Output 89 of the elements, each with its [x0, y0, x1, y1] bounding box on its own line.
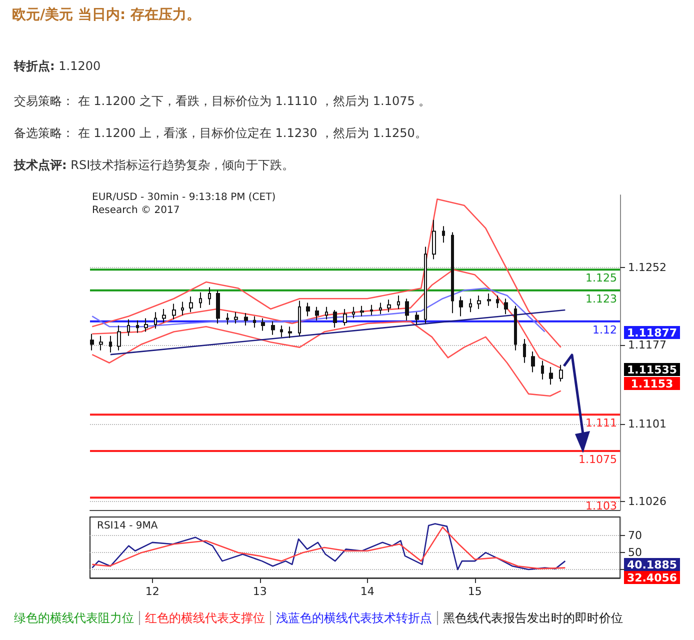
ref-line-label: 1.111 [586, 416, 617, 430]
y-tick-label: 70 [628, 529, 642, 542]
candlestick [226, 312, 229, 326]
x-tick-label: 14 [360, 585, 374, 598]
candlestick [442, 226, 445, 244]
chart-title: RSI14 - 9MA [97, 520, 158, 532]
candlestick [541, 360, 544, 380]
candlestick [477, 295, 481, 310]
candlestick [379, 302, 382, 315]
ref-line-label: 1.123 [586, 292, 617, 306]
candlestick [387, 299, 391, 313]
text: 交易策略： 在 1.1200 之下，看跌，目标价位为 1.1110 ，然后为 1.1075 。 [14, 93, 431, 110]
candlestick [298, 300, 301, 336]
candlestick [514, 305, 517, 351]
annotation: Research © 2017 [92, 205, 180, 216]
candlestick [352, 306, 355, 319]
candlestick [234, 312, 238, 324]
text: 32.4056 [626, 572, 678, 584]
candlestick [288, 326, 292, 338]
candlestick [405, 298, 409, 321]
candlestick [154, 312, 157, 330]
candlestick [199, 292, 202, 308]
candlestick [109, 335, 112, 353]
y-tick-label: 1.1252 [628, 261, 666, 274]
candlestick [531, 350, 535, 373]
chart-title: 欧元/美元 当日内: 存在压力。 [12, 6, 200, 24]
candlestick [172, 303, 176, 320]
x-tick-label: 15 [468, 585, 482, 598]
candlestick [504, 298, 508, 315]
candlestick [397, 295, 400, 310]
text: 技术点评: RSI技术指标运行趋势复杂，倾向于下跌。 [14, 157, 294, 174]
text: 40.1885 [626, 558, 678, 572]
text: 浅蓝色的横线代表技术转折点 [270, 611, 437, 625]
y-tick-label: 50 [628, 546, 642, 560]
candlestick [549, 366, 553, 386]
candlestick [370, 304, 373, 316]
line-series [92, 320, 562, 397]
ref-line-label: 1.1075 [578, 452, 617, 466]
candlestick [181, 301, 184, 316]
candlestick [315, 306, 319, 321]
candlestick [343, 308, 347, 326]
candlestick [424, 246, 427, 324]
text: 1.1153 [630, 378, 674, 390]
y-tick-label: 1.1026 [628, 495, 666, 508]
candlestick [216, 290, 220, 324]
candlestick [99, 335, 103, 351]
text: 1.11877 [626, 326, 678, 340]
candlestick [117, 325, 121, 351]
candlestick [559, 364, 563, 382]
candlestick [144, 318, 148, 332]
candlestick [271, 320, 275, 336]
text: 转折点: 1.1200 [14, 58, 101, 75]
y-tick-label: 1.1101 [628, 417, 666, 430]
candlestick [432, 219, 436, 260]
candlestick [360, 305, 364, 317]
candlestick [487, 292, 491, 306]
line-series [92, 268, 562, 369]
candlestick [451, 232, 454, 314]
candlestick [127, 318, 130, 336]
ref-line-label: 1.12 [592, 323, 617, 336]
candlestick [261, 318, 265, 332]
candlestick [162, 308, 166, 323]
text: 备选策略： 在 1.1200 上，看涨，目标价位定在 1.1230 ，然后为 1.1250。 [14, 125, 427, 142]
text: 黑色线代表报告发出时的即时价位 [437, 611, 628, 625]
ref-line-label: 1.125 [586, 272, 617, 285]
line-series [92, 288, 546, 332]
candlestick [208, 286, 211, 306]
text: 红色的横线代表支撑位 [139, 611, 270, 625]
candlestick [333, 310, 337, 328]
candlestick [415, 312, 419, 326]
candlestick [244, 312, 248, 326]
candlestick [523, 338, 526, 364]
candlestick [90, 333, 94, 351]
candlestick [189, 296, 193, 313]
annotation: EUR/USD - 30min - 9:13:18 PM (CET) [92, 192, 276, 203]
text: 1.11535 [626, 364, 678, 376]
candlestick [136, 320, 139, 334]
x-tick-label: 13 [252, 585, 267, 598]
candlestick [306, 302, 310, 317]
text: 绿色的横线代表阻力位 [14, 611, 135, 625]
candlestick [496, 295, 499, 308]
candlestick [325, 306, 328, 320]
ref-line-label: 1.103 [586, 500, 617, 513]
candlestick [280, 325, 283, 338]
x-tick-label: 12 [145, 585, 160, 598]
candlestick [253, 316, 256, 328]
y-tick-label: 1.1177 [628, 338, 666, 352]
candlestick [459, 296, 463, 317]
candlestick [469, 298, 472, 313]
